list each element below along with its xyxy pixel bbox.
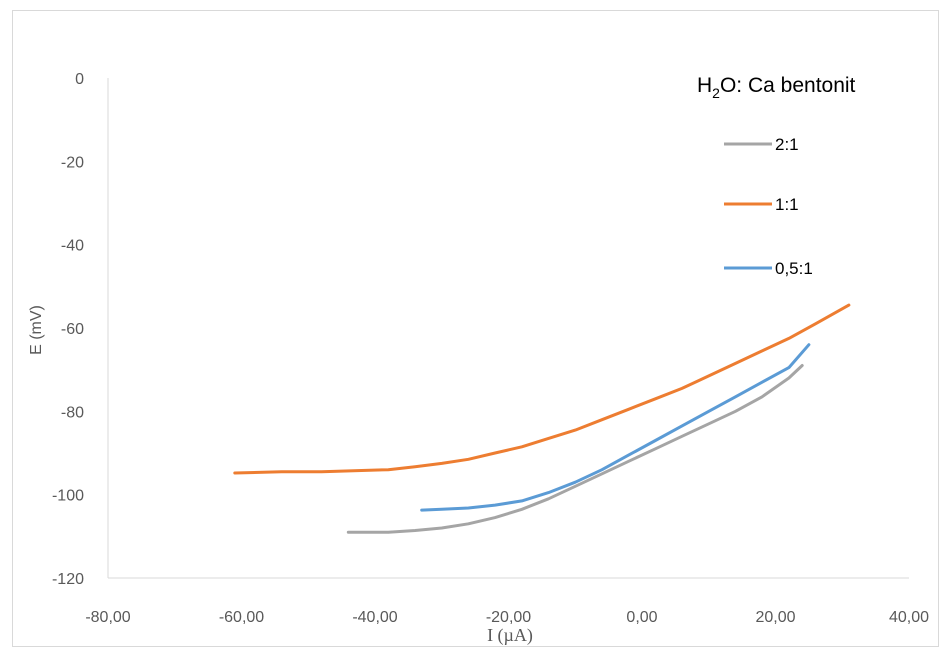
legend-title-rest: O: Ca bentonit bbox=[720, 74, 856, 97]
y-axis-title: E (mV) bbox=[28, 305, 45, 355]
legend: H2O: Ca bentonit 2:1 1:1 0,5:1 bbox=[697, 74, 856, 278]
y-tick-label: -100 bbox=[52, 488, 84, 505]
y-tick-label: -40 bbox=[61, 238, 84, 255]
y-tick-label: -60 bbox=[61, 321, 84, 338]
x-axis-ticks: -80,00 -60,00 -40,00 -20,00 0,00 20,00 40,00 bbox=[85, 609, 929, 626]
x-tick-label: -20,00 bbox=[486, 609, 531, 626]
axes bbox=[107, 78, 909, 579]
legend-title: H2O: Ca bentonit bbox=[697, 74, 856, 101]
x-tick-label: 40,00 bbox=[889, 609, 929, 626]
series-lines bbox=[233, 303, 851, 534]
legend-title-main: H bbox=[697, 74, 712, 97]
series-line-1-1 bbox=[233, 303, 851, 475]
legend-items: 2:1 1:1 0,5:1 bbox=[724, 135, 813, 278]
legend-label: 0,5:1 bbox=[775, 259, 813, 278]
y-tick-label: -120 bbox=[52, 571, 84, 588]
x-tick-label: -80,00 bbox=[85, 609, 130, 626]
y-tick-label: -80 bbox=[61, 404, 84, 421]
y-tick-label: -20 bbox=[61, 154, 84, 171]
x-axis-title: I (µA) bbox=[487, 625, 533, 646]
x-tick-label: -40,00 bbox=[352, 609, 397, 626]
y-axis-ticks: 0 -20 -40 -60 -80 -100 -120 bbox=[52, 71, 84, 588]
series-line-0-5-1 bbox=[420, 343, 811, 512]
legend-label: 1:1 bbox=[775, 195, 799, 214]
x-tick-label: 20,00 bbox=[755, 609, 795, 626]
chart-area bbox=[12, 10, 939, 647]
y-tick-label: 0 bbox=[75, 71, 84, 88]
x-tick-label: -60,00 bbox=[219, 609, 264, 626]
legend-title-subscript: 2 bbox=[712, 85, 720, 101]
series-line-2-1 bbox=[346, 364, 804, 534]
x-tick-label: 0,00 bbox=[626, 609, 657, 626]
legend-label: 2:1 bbox=[775, 135, 799, 154]
